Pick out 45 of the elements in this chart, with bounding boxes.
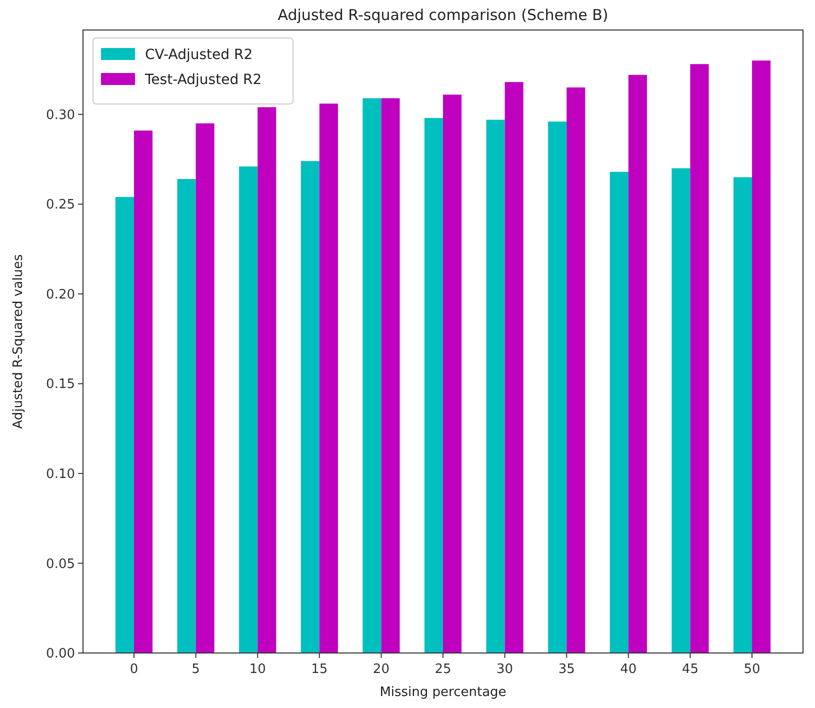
bar (672, 168, 690, 653)
y-tick-label: 0.30 (46, 108, 75, 123)
x-tick-label: 10 (249, 662, 266, 677)
x-tick-label: 45 (682, 662, 698, 677)
bar (504, 82, 524, 653)
bar (134, 130, 153, 653)
bar (566, 87, 586, 653)
y-axis-title: Adjusted R-Squared values (11, 254, 26, 429)
x-tick-label: 25 (434, 662, 452, 677)
y-tick-label: 0.15 (46, 377, 75, 392)
bar (733, 177, 752, 653)
bar (177, 179, 196, 653)
chart-title: Adjusted R-squared comparison (Scheme B) (278, 6, 608, 24)
y-tick-label: 0.20 (46, 287, 75, 302)
y-tick-label: 0.25 (46, 198, 75, 213)
x-tick-label: 15 (311, 662, 328, 677)
legend-label: CV-Adjusted R2 (145, 46, 253, 63)
bar (610, 172, 628, 653)
bar (752, 60, 771, 653)
x-axis-title: Missing percentage (380, 685, 506, 700)
bar (548, 122, 567, 653)
x-tick-label: 5 (192, 662, 200, 677)
bar (486, 120, 505, 653)
bar (424, 118, 443, 653)
x-tick-label: 30 (496, 662, 514, 677)
bar (362, 98, 382, 653)
bar (196, 123, 214, 653)
x-tick-label: 50 (744, 662, 760, 677)
y-tick-label: 0.05 (46, 556, 75, 572)
x-tick-label: 35 (558, 662, 575, 677)
x-tick-label: 40 (620, 662, 637, 677)
bar (115, 196, 134, 653)
bar (319, 104, 338, 653)
x-tick-label: 0 (130, 662, 138, 677)
bar (381, 98, 400, 653)
bar (258, 107, 276, 653)
y-tick-label: 0.10 (46, 467, 75, 482)
bar (628, 74, 647, 653)
bar (239, 166, 258, 653)
x-tick-label: 20 (372, 662, 390, 677)
bar (690, 64, 709, 653)
bar (443, 94, 462, 653)
y-tick-label: 0.00 (46, 646, 75, 662)
bar (300, 161, 320, 653)
legend-label: Test-Adjusted R2 (144, 72, 262, 88)
